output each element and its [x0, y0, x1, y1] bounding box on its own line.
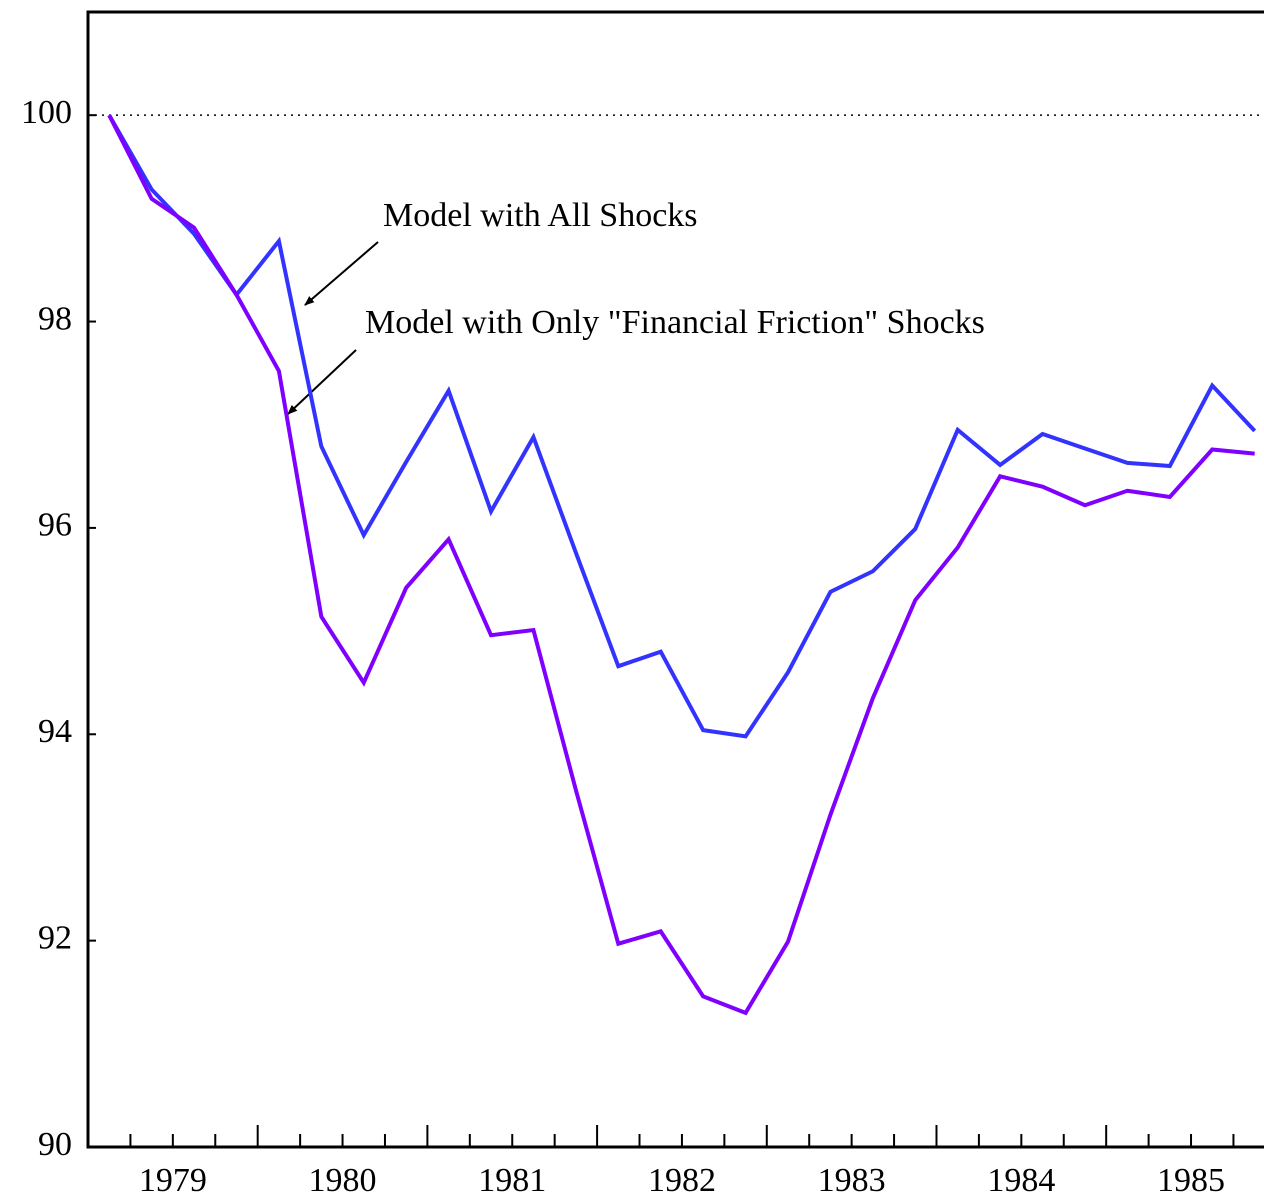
annotation: Model with Only "Financial Friction" Sho… [365, 304, 985, 341]
x-tick-label: 1981 [478, 1162, 546, 1199]
x-tick-label: 1985 [1157, 1162, 1225, 1199]
x-tick-label: 1979 [139, 1162, 207, 1199]
y-tick-label: 94 [38, 713, 72, 750]
x-tick-label: 1980 [309, 1162, 377, 1199]
annotation-arrow [304, 241, 379, 306]
axis-frame [86, 10, 1264, 1149]
y-tick-label: 90 [38, 1126, 72, 1163]
x-tick-label: 1982 [648, 1162, 716, 1199]
annotation: Model with All Shocks [383, 197, 698, 234]
y-tick-label: 98 [38, 300, 72, 337]
annotation-arrow [287, 349, 357, 415]
series-line [107, 114, 1257, 739]
x-tick-label: 1984 [987, 1162, 1055, 1199]
series-line [107, 114, 1255, 1016]
y-tick-label: 96 [38, 507, 72, 544]
y-tick-label: 100 [21, 94, 72, 131]
y-tick-label: 92 [38, 919, 72, 956]
x-tick-label: 1983 [818, 1162, 886, 1199]
